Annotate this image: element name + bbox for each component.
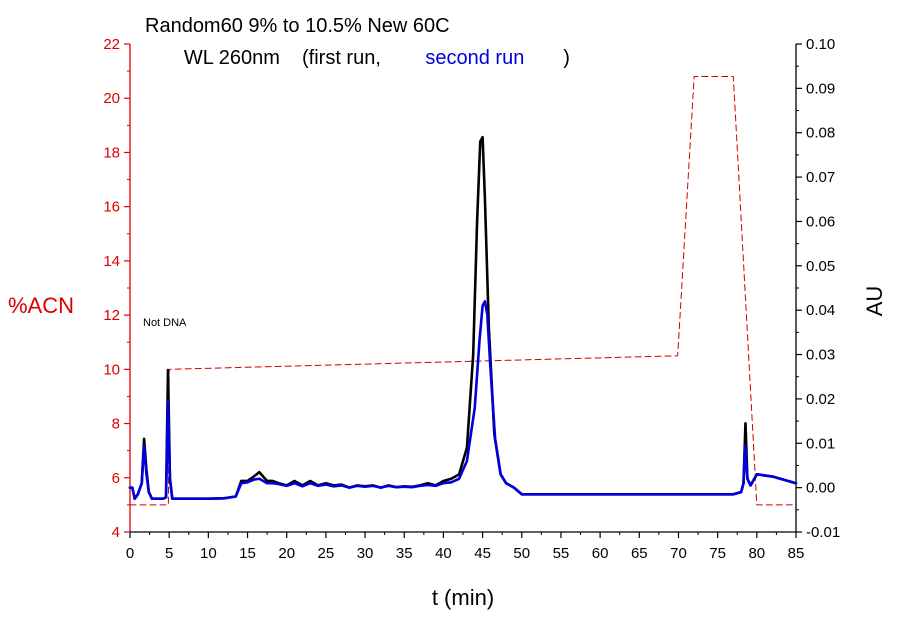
x-tick-label: 60 [592, 545, 609, 562]
first-run-line [128, 135, 798, 501]
y-left-tick-label: 20 [103, 90, 120, 107]
y-right-tick-label: 0.00 [806, 480, 835, 497]
y-left-tick-label: 16 [103, 199, 120, 216]
x-tick-label: 50 [513, 545, 530, 562]
x-tick-label: 35 [396, 545, 413, 562]
x-tick-label: 0 [126, 545, 134, 562]
y-left-tick-label: 10 [103, 361, 120, 378]
y-right-tick-label: 0.08 [806, 125, 835, 142]
acn-gradient-line [129, 76, 797, 506]
legend-second-run-label: second run [425, 47, 524, 69]
y-right-tick-label: 0.05 [806, 258, 835, 275]
x-tick-label: 65 [631, 545, 648, 562]
series-layer [128, 76, 798, 506]
x-tick-label: 40 [435, 545, 452, 562]
y-right-tick-label: -0.01 [806, 524, 840, 541]
y-left-tick-label: 4 [112, 524, 120, 541]
y-right-axis-title: AU [862, 286, 887, 317]
x-tick-label: 75 [709, 545, 726, 562]
y-right-tick-label: 0.03 [806, 347, 835, 364]
x-axis-title: t (min) [432, 585, 494, 610]
annotation-not-dna: Not DNA [143, 317, 187, 329]
y-left-tick-label: 12 [103, 307, 120, 324]
y-left-axis-title: %ACN [8, 293, 74, 318]
second-run-line [128, 300, 798, 501]
y-left-tick-label: 6 [112, 470, 120, 487]
chart-title: Random60 9% to 10.5% New 60C [145, 15, 450, 37]
x-tick-label: 15 [239, 545, 256, 562]
y-right-tick-label: 0.10 [806, 36, 835, 53]
x-tick-label: 70 [670, 545, 687, 562]
y-right-tick-label: 0.09 [806, 80, 835, 97]
y-left-tick-label: 14 [103, 253, 120, 270]
legend-close-label: ) [563, 47, 570, 69]
y-left-tick-label: 8 [112, 416, 120, 433]
x-tick-label: 25 [318, 545, 335, 562]
legend-open-label: (first run, [302, 47, 386, 69]
axes: 0 5 10 15 20 25 30 35 40 45 50 55 60 65 70 75 80 85 4 6 8 10 1… [103, 36, 840, 562]
y-right-tick-label: 0.06 [806, 213, 835, 230]
x-tick-label: 45 [474, 545, 491, 562]
x-tick-label: 20 [278, 545, 295, 562]
y-right-tick-label: 0.04 [806, 302, 835, 319]
x-tick-label: 85 [788, 545, 805, 562]
x-tick-label: 10 [200, 545, 217, 562]
y-left-tick-label: 18 [103, 144, 120, 161]
x-tick-label: 55 [553, 545, 570, 562]
y-right-tick-label: 0.07 [806, 169, 835, 186]
wavelength-label: WL 260nm [184, 47, 280, 69]
x-tick-label: 80 [748, 545, 765, 562]
x-tick-label: 30 [357, 545, 374, 562]
y-left-tick-label: 22 [103, 36, 120, 53]
chart-subtitle: WL 260nm (first run, second run ) [145, 47, 598, 69]
y-right-tick-label: 0.02 [806, 391, 835, 408]
y-right-tick-label: 0.01 [806, 435, 835, 452]
x-tick-label: 5 [165, 545, 173, 562]
